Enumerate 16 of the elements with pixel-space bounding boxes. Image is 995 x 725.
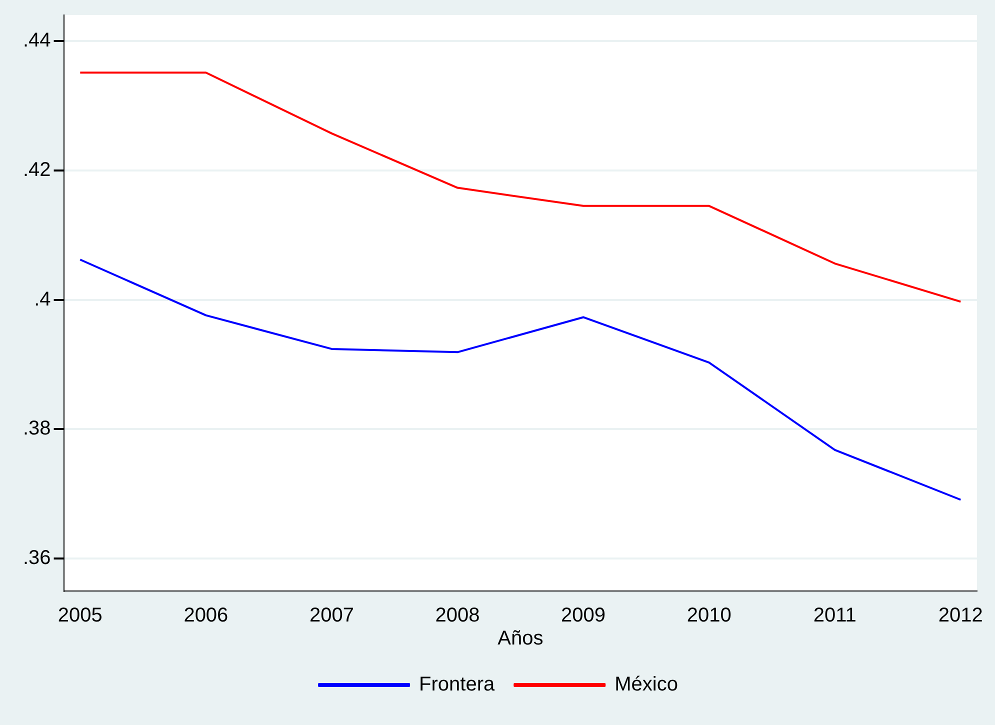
x-tick-label: 2011: [813, 604, 856, 627]
x-tick-label: 2006: [184, 604, 228, 627]
legend-label: Frontera: [419, 674, 496, 696]
legend-label: México: [614, 674, 678, 696]
y-tick-label: .44: [22, 29, 51, 52]
y-tick-label: .36: [22, 547, 51, 570]
x-tick-label: 2012: [938, 604, 983, 627]
x-axis-title: Años: [498, 628, 544, 650]
y-tick-label: .38: [22, 418, 51, 440]
x-tick-label: 2009: [561, 604, 606, 627]
x-tick-label: 2007: [309, 604, 354, 627]
y-tick-label: .4: [34, 288, 51, 310]
x-tick-label: 2010: [686, 604, 732, 627]
x-tick-label: 2008: [435, 604, 480, 627]
y-tick-label: .42: [22, 158, 51, 181]
x-tick-label: 2005: [58, 604, 102, 627]
